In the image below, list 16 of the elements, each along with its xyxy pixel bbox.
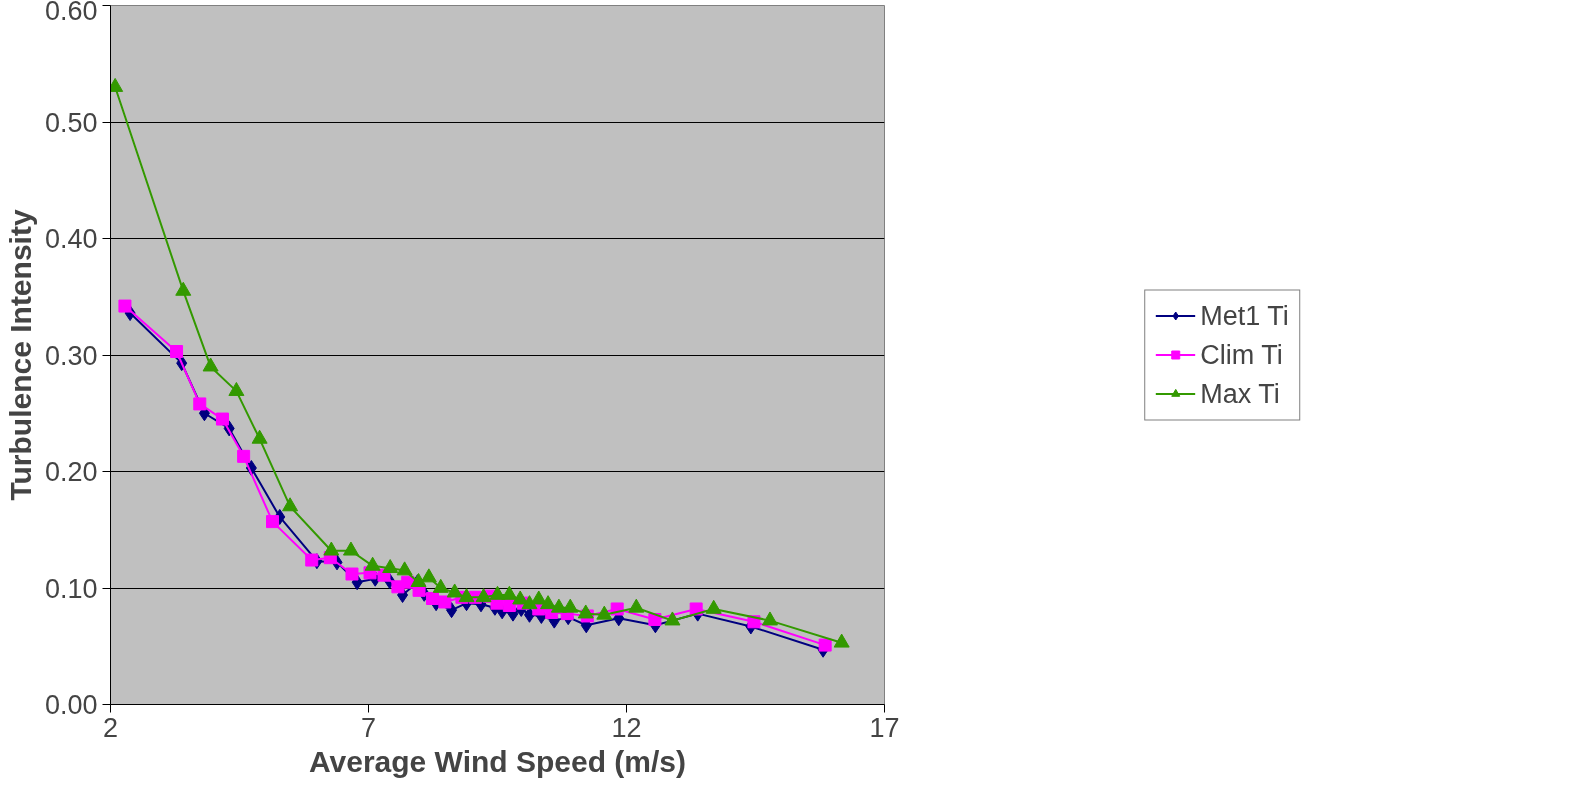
x-tick-label: 17 [869,712,900,743]
y-tick-label: 0.60 [44,0,98,26]
y-tick-label: 0.00 [44,690,98,720]
x-tick-label: 2 [102,712,119,743]
y-tick-label: 0.30 [44,340,98,371]
y-axis-title: Turbulence Intensity [3,209,37,501]
legend-label: Clim Ti [1200,339,1283,370]
legend-label: Met1 Ti [1200,300,1289,331]
y-tick-label: 0.10 [44,573,98,604]
x-axis-title: Average Wind Speed (m/s) [308,744,687,778]
y-tick-label: 0.20 [44,457,98,487]
legend-label: Max Ti [1200,378,1280,409]
x-tick-label: 7 [360,712,377,743]
x-tick-label: 12 [611,712,642,743]
y-tick-label: 0.40 [44,224,98,254]
y-tick-label: 0.50 [44,107,98,138]
